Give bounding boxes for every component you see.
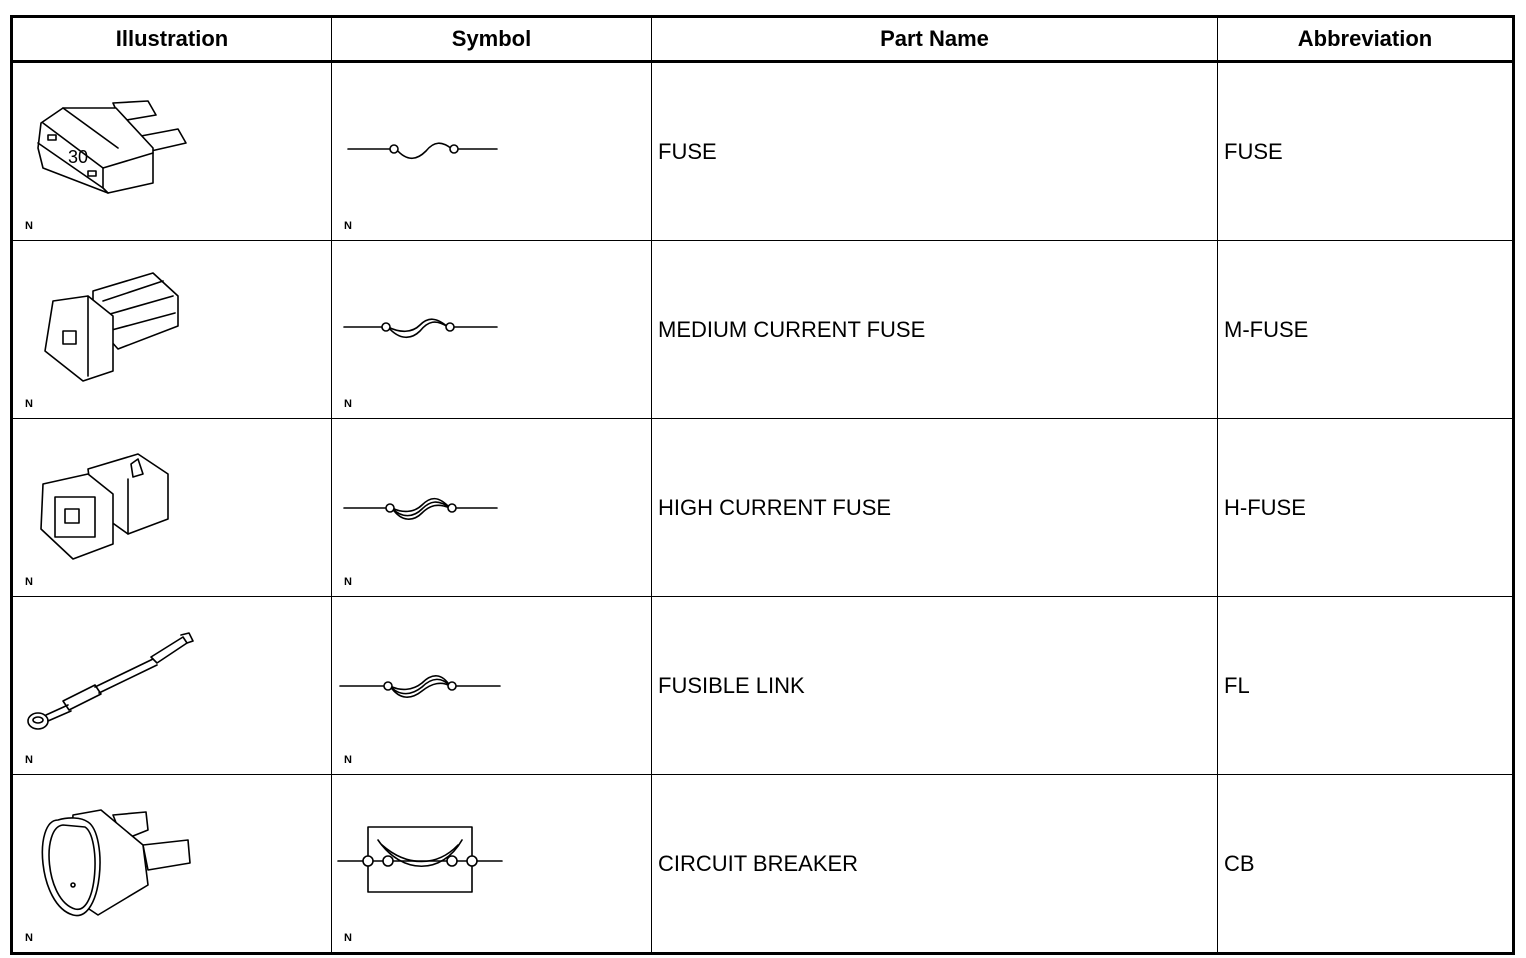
- part-name-cell: MEDIUM CURRENT FUSE: [651, 240, 1218, 419]
- circuit-breaker-icon: [41, 809, 191, 916]
- header-symbol: Symbol: [331, 16, 652, 63]
- illustration-cell: N: [11, 596, 332, 775]
- medium-current-fuse-icon: [44, 272, 179, 382]
- medium-fuse-symbol-icon: [343, 318, 498, 339]
- illustration-cell: N: [11, 774, 332, 954]
- abbreviation-cell: M-FUSE: [1217, 240, 1514, 419]
- symbol-label: N: [344, 754, 352, 766]
- symbol-cell: N: [331, 418, 652, 597]
- symbol-cell: N: [331, 596, 652, 775]
- fusible-link-symbol-icon: [339, 675, 501, 698]
- abbreviation-cell: H-FUSE: [1217, 418, 1514, 597]
- table-row: N N FUSIBLE LINK FL: [11, 596, 1514, 775]
- table-row: N N CIRCUIT BREAKER CB: [11, 774, 1514, 954]
- illustration-label: N: [25, 398, 33, 410]
- table-row: 30 N N FUSE FUSE: [11, 61, 1514, 241]
- symbol-label: N: [344, 220, 352, 232]
- part-name-cell: FUSIBLE LINK: [651, 596, 1218, 775]
- abbreviation-cell: FL: [1217, 596, 1514, 775]
- illustration-cell: N: [11, 240, 332, 419]
- illustration-cell: N: [11, 418, 332, 597]
- illustration-label: N: [25, 576, 33, 588]
- header-part-name: Part Name: [651, 16, 1218, 63]
- abbreviation-cell: CB: [1217, 774, 1514, 954]
- parts-table: Illustration Symbol Part Name Abbreviati…: [10, 15, 1515, 955]
- illustration-label: N: [25, 220, 33, 232]
- high-current-fuse-icon: [40, 453, 169, 560]
- part-name-cell: HIGH CURRENT FUSE: [651, 418, 1218, 597]
- header-abbreviation: Abbreviation: [1217, 16, 1514, 63]
- fuse-symbol-icon: [347, 142, 498, 160]
- symbol-cell: N: [331, 61, 652, 241]
- illustration-cell: 30 N: [11, 61, 332, 241]
- symbol-label: N: [344, 398, 352, 410]
- blade-fuse-icon: 30: [37, 100, 187, 194]
- part-name-cell: CIRCUIT BREAKER: [651, 774, 1218, 954]
- high-fuse-symbol-icon: [343, 497, 498, 520]
- illustration-label: N: [25, 932, 33, 944]
- header-illustration: Illustration: [11, 16, 332, 63]
- symbol-cell: N: [331, 240, 652, 419]
- svg-text:30: 30: [68, 147, 88, 167]
- symbol-cell: N: [331, 774, 652, 954]
- abbreviation-cell: FUSE: [1217, 61, 1514, 241]
- symbol-label: N: [344, 576, 352, 588]
- header-row: Illustration Symbol Part Name Abbreviati…: [11, 16, 1514, 63]
- table-row: N N MEDIUM CURRENT FUSE M-FUSE: [11, 240, 1514, 419]
- fusible-link-icon: [27, 632, 194, 730]
- table-row: N N HIGH CURRENT FUSE H-FUSE: [11, 418, 1514, 597]
- circuit-breaker-symbol-icon: [337, 826, 503, 893]
- symbol-label: N: [344, 932, 352, 944]
- illustration-label: N: [25, 754, 33, 766]
- part-name-cell: FUSE: [651, 61, 1218, 241]
